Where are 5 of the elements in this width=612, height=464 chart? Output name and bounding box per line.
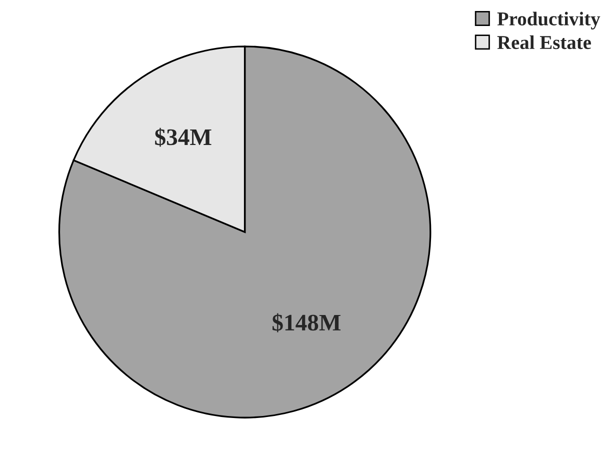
data-label: $34M [155,128,212,147]
pie-slice [58,46,432,418]
data-label: $148M [272,313,341,332]
legend-label: Real Estate [497,35,591,50]
legend-label: Productivity [497,12,600,30]
